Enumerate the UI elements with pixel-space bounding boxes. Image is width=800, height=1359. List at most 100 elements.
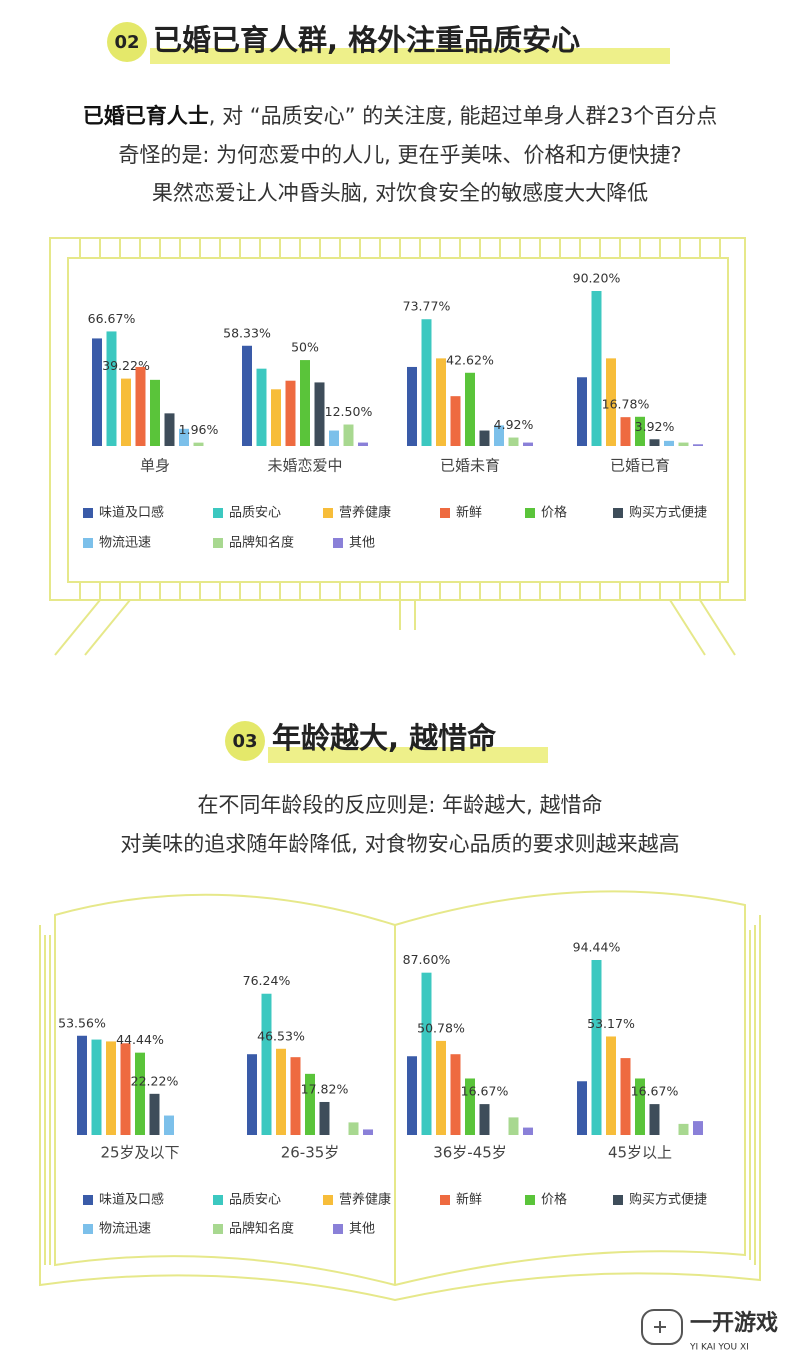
bar xyxy=(523,442,533,446)
bar xyxy=(271,389,281,446)
badge xyxy=(225,721,265,761)
legend-swatch xyxy=(213,508,223,518)
bar xyxy=(92,338,102,446)
bar xyxy=(290,1057,301,1135)
bar xyxy=(150,379,160,446)
bar xyxy=(407,366,417,446)
bar xyxy=(693,1121,703,1135)
bar xyxy=(164,1115,174,1135)
bar xyxy=(106,331,117,446)
value-label: 17.82% xyxy=(301,1081,349,1096)
bar xyxy=(450,1054,461,1135)
bar xyxy=(635,1078,645,1135)
legend-label: 新鲜 xyxy=(456,1192,482,1208)
legend-label: 新鲜 xyxy=(456,505,482,521)
legend-label: 味道及口感 xyxy=(99,1192,164,1208)
bar xyxy=(591,960,602,1135)
section-number: 02 xyxy=(114,32,139,53)
bar xyxy=(436,1040,446,1135)
bar xyxy=(494,425,504,446)
bar xyxy=(678,1123,689,1135)
value-label: 87.60% xyxy=(403,952,451,967)
value-label: 50% xyxy=(291,340,319,355)
bar xyxy=(343,424,354,446)
paragraph-line: 果然恋爱让人冲昏头脑, 对饮食安全的敏感度大大降低 xyxy=(152,181,648,205)
legend-swatch xyxy=(213,538,223,548)
value-label: 1.96% xyxy=(179,422,219,437)
bar xyxy=(285,380,296,446)
bar xyxy=(135,366,146,446)
bar xyxy=(693,444,703,446)
bar xyxy=(606,1036,616,1135)
bar xyxy=(358,442,368,446)
bar xyxy=(649,1104,660,1135)
value-label: 90.20% xyxy=(573,271,621,286)
bar xyxy=(179,428,189,446)
legend-label: 品质安心 xyxy=(229,1193,281,1208)
bar xyxy=(247,1054,257,1135)
legend-swatch xyxy=(323,508,333,518)
lead-rest: , 对 “品质安心” 的关注度, 能超过单身人群23个百分点 xyxy=(209,104,718,128)
legend-swatch xyxy=(525,1195,535,1205)
legend-label: 物流迅速 xyxy=(99,1222,151,1237)
badge xyxy=(107,22,147,62)
value-label: 42.62% xyxy=(446,352,494,367)
legend-label: 其他 xyxy=(349,1222,375,1237)
bar xyxy=(407,1056,417,1135)
bar xyxy=(363,1129,373,1135)
bar xyxy=(479,1104,490,1135)
value-label: 44.44% xyxy=(116,1032,164,1047)
bar xyxy=(450,396,461,446)
legend-swatch xyxy=(213,1224,223,1234)
section-title: 已婚已育人群, 格外注重品质安心 xyxy=(153,23,580,57)
legend-swatch xyxy=(525,508,535,518)
bar xyxy=(300,360,310,446)
watermark-pinyin: YI KAI YOU XI xyxy=(689,1343,749,1353)
bar xyxy=(479,430,490,446)
bar xyxy=(261,993,272,1135)
bar xyxy=(436,358,446,446)
legend-label: 价格 xyxy=(541,505,567,521)
legend-swatch xyxy=(83,1195,93,1205)
legend-swatch xyxy=(83,508,93,518)
bar xyxy=(329,430,339,446)
legend-swatch xyxy=(83,1224,93,1234)
legend-label: 物流迅速 xyxy=(99,536,151,551)
legend-swatch xyxy=(613,508,623,518)
legend-swatch xyxy=(323,1195,333,1205)
bar xyxy=(465,1078,475,1135)
title-highlight xyxy=(268,747,548,763)
x-tick-label: 未婚恋爱中 xyxy=(267,457,342,475)
legend-label: 其他 xyxy=(349,536,375,551)
watermark-icon xyxy=(654,1321,666,1333)
legend-swatch xyxy=(333,538,343,548)
lead-bold: 已婚已育人士 xyxy=(83,104,209,128)
section-number: 03 xyxy=(232,731,257,752)
value-label: 4.92% xyxy=(494,417,534,432)
x-tick-label: 单身 xyxy=(140,457,170,475)
value-label: 16.67% xyxy=(631,1084,679,1099)
tv-frame xyxy=(49,237,746,656)
bar xyxy=(606,358,616,446)
bar xyxy=(164,413,175,446)
bar xyxy=(319,1101,330,1135)
value-label: 66.67% xyxy=(88,311,136,326)
bar xyxy=(256,368,267,446)
bar xyxy=(305,1073,315,1135)
bar xyxy=(577,377,587,446)
watermark-text: 一开游戏 xyxy=(690,1310,778,1336)
watermark-icon xyxy=(641,1309,683,1345)
watermark: 一开游戏 YI KAI YOU XI xyxy=(641,1309,778,1353)
legend-swatch xyxy=(440,508,450,518)
legend-label: 价格 xyxy=(541,1192,567,1208)
value-label: 12.50% xyxy=(325,404,373,419)
x-tick-label: 已婚未育 xyxy=(440,457,500,475)
bar xyxy=(577,1081,587,1135)
bar xyxy=(508,437,519,446)
bar xyxy=(421,972,432,1135)
bar xyxy=(149,1093,160,1135)
bar xyxy=(591,291,602,446)
legend-swatch xyxy=(613,1195,623,1205)
bar xyxy=(276,1048,286,1135)
